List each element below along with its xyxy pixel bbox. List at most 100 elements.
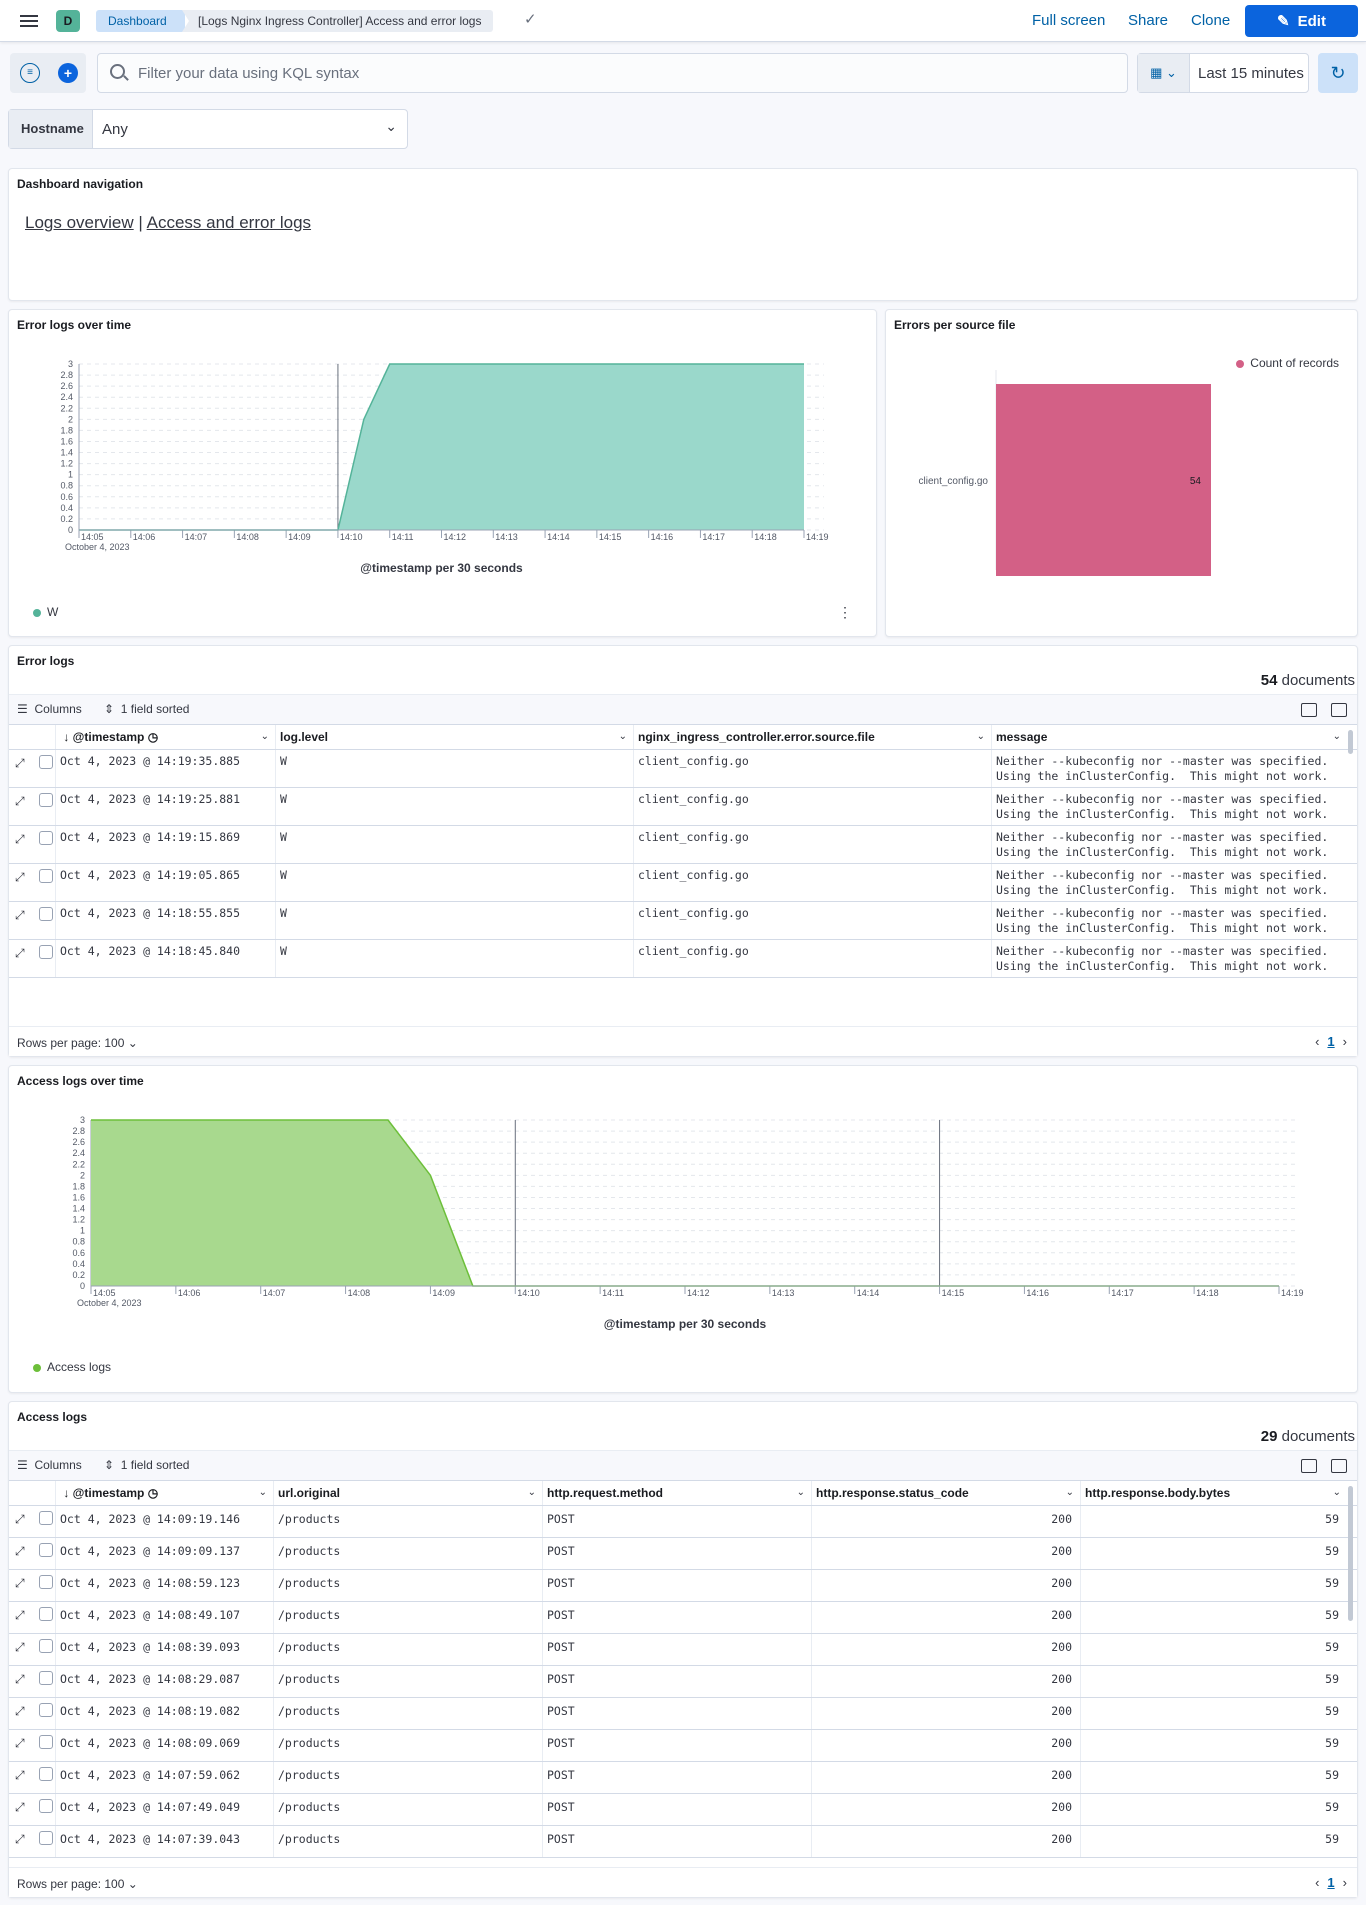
row-checkbox[interactable] [39,1799,53,1813]
page-number[interactable]: 1 [1327,1875,1335,1890]
table-row[interactable]: ⤢ Oct 4, 2023 @ 14:07:59.062/products POST… [9,1762,1357,1794]
col-url[interactable]: url.original ⌄ [273,1481,542,1505]
filter-icon[interactable]: ≡ [20,63,40,83]
row-checkbox[interactable] [39,1607,53,1621]
table-row[interactable]: ⤢ Oct 4, 2023 @ 14:08:09.069/products POST… [9,1730,1357,1762]
page-number[interactable]: 1 [1327,1034,1335,1049]
table-scrollbar[interactable] [1348,1486,1353,1621]
hostname-control[interactable]: Hostname Any ⌄ [8,109,408,149]
expand-icon[interactable]: ⤢ [15,1544,25,1558]
table-row[interactable]: ⤢ Oct 4, 2023 @ 14:07:49.049/products POST… [9,1794,1357,1826]
breadcrumb-dashboard[interactable]: Dashboard [96,10,185,32]
expand-icon[interactable]: ⤢ [15,756,25,770]
access-error-logs-link[interactable]: Access and error logs [146,213,312,232]
refresh-button[interactable]: ↻ [1318,53,1358,93]
expand-icon[interactable]: ⤢ [15,1704,25,1718]
table-row[interactable]: ⤢ Oct 4, 2023 @ 14:08:59.123/products POST… [9,1570,1357,1602]
expand-icon[interactable]: ⤢ [15,1768,25,1782]
col-status[interactable]: http.response.status_code ⌄ [811,1481,1080,1505]
calendar-icon[interactable]: ▦ ⌄ [1138,54,1190,92]
row-checkbox[interactable] [39,1831,53,1845]
table-row[interactable]: ⤢ Oct 4, 2023 @ 14:09:19.146/products POST… [9,1506,1357,1538]
row-checkbox[interactable] [39,1543,53,1557]
menu-icon[interactable] [20,12,38,28]
col-log-level[interactable]: log.level ⌄ [275,725,633,749]
expand-icon[interactable]: ⤢ [15,794,25,808]
check-icon[interactable]: ✓ [524,11,537,28]
rows-per-page[interactable]: Rows per page: 100 ⌄ [17,1036,138,1050]
prev-page-icon[interactable]: ‹ [1315,1034,1320,1049]
row-checkbox[interactable] [39,945,53,959]
share-button[interactable]: Share [1128,12,1169,29]
expand-icon[interactable]: ⤢ [15,1800,25,1814]
full-screen-button[interactable]: Full screen [1032,12,1106,29]
expand-icon[interactable]: ⤢ [15,1672,25,1686]
logs-overview-link[interactable]: Logs overview [25,213,134,232]
next-page-icon[interactable]: › [1342,1034,1347,1049]
row-checkbox[interactable] [39,793,53,807]
add-filter-icon[interactable]: + [58,63,78,83]
columns-button[interactable]: ☰ Columns [17,702,82,716]
row-checkbox[interactable] [39,1767,53,1781]
time-range[interactable]: Last 15 minutes [1198,65,1304,82]
prev-page-icon[interactable]: ‹ [1315,1875,1320,1890]
table-row[interactable]: ⤢ Oct 4, 2023 @ 14:08:29.087/products POST… [9,1666,1357,1698]
fullscreen-icon[interactable] [1331,1459,1347,1473]
sort-button[interactable]: ⇕ 1 field sorted [104,702,190,716]
col-message[interactable]: message ⌄ [991,725,1347,749]
col-bytes[interactable]: http.response.body.bytes ⌄ [1080,1481,1347,1505]
row-checkbox[interactable] [39,1639,53,1653]
row-checkbox[interactable] [39,1511,53,1525]
row-checkbox[interactable] [39,831,53,845]
expand-icon[interactable]: ⤢ [15,870,25,884]
density-icon[interactable] [1301,1459,1317,1473]
space-avatar[interactable]: D [56,10,80,32]
chevron-down-icon[interactable]: ⌄ [385,118,397,134]
row-checkbox[interactable] [39,755,53,769]
expand-icon[interactable]: ⤢ [15,908,25,922]
row-checkbox[interactable] [39,1575,53,1589]
expand-icon[interactable]: ⤢ [15,946,25,960]
row-checkbox[interactable] [39,907,53,921]
row-checkbox[interactable] [39,1735,53,1749]
clone-button[interactable]: Clone [1191,12,1231,29]
fullscreen-icon[interactable] [1331,703,1347,717]
col-timestamp[interactable]: ↓ @timestamp ◷ ⌄ [55,725,275,749]
col-source-file[interactable]: nginx_ingress_controller.error.source.fi… [633,725,991,749]
rows-per-page[interactable]: Rows per page: 100 ⌄ [17,1877,138,1891]
col-timestamp[interactable]: ↓ @timestamp ◷ ⌄ [55,1481,273,1505]
expand-icon[interactable]: ⤢ [15,832,25,846]
row-checkbox[interactable] [39,1671,53,1685]
table-scrollbar[interactable] [1348,730,1353,754]
row-checkbox[interactable] [39,1703,53,1717]
expand-icon[interactable]: ⤢ [15,1640,25,1654]
density-icon[interactable] [1301,703,1317,717]
expand-icon[interactable]: ⤢ [15,1608,25,1622]
hostname-value[interactable]: Any [102,121,128,138]
sort-button[interactable]: ⇕ 1 field sorted [104,1458,190,1472]
chart-legend[interactable]: Access logs [33,1360,111,1374]
chart-legend[interactable]: W [33,605,58,619]
table-row[interactable]: ⤢ Oct 4, 2023 @ 14:07:39.043/products POST… [9,1826,1357,1858]
expand-icon[interactable]: ⤢ [15,1576,25,1590]
table-row[interactable]: ⤢ Oct 4, 2023 @ 14:08:49.107/products POST… [9,1602,1357,1634]
date-picker[interactable]: ▦ ⌄ Last 15 minutes [1137,53,1309,93]
expand-icon[interactable]: ⤢ [15,1736,25,1750]
col-method[interactable]: http.request.method ⌄ [542,1481,811,1505]
table-row[interactable]: ⤢ Oct 4, 2023 @ 14:08:39.093/products POST… [9,1634,1357,1666]
next-page-icon[interactable]: › [1342,1875,1347,1890]
table-row[interactable]: ⤢ Oct 4, 2023 @ 14:09:09.137/products POST… [9,1538,1357,1570]
search-input[interactable]: Filter your data using KQL syntax [97,53,1128,93]
expand-icon[interactable]: ⤢ [15,1832,25,1846]
edit-button[interactable]: ✎ Edit [1245,5,1358,37]
expand-icon[interactable]: ⤢ [15,1512,25,1526]
table-row[interactable]: ⤢ Oct 4, 2023 @ 14:08:19.082/products POST… [9,1698,1357,1730]
more-icon[interactable]: ⋮ [838,604,852,620]
row-checkbox[interactable] [39,869,53,883]
